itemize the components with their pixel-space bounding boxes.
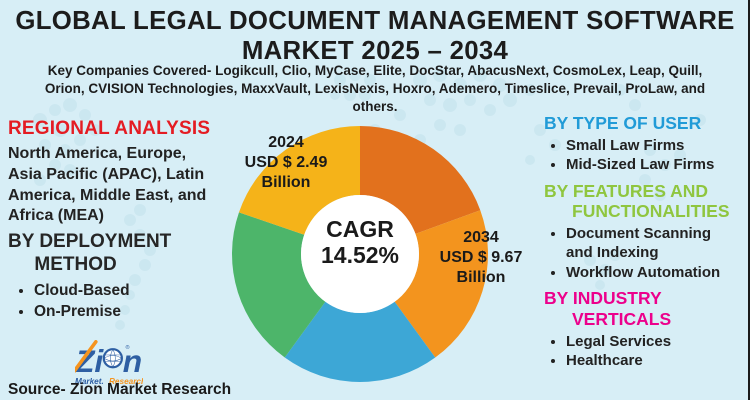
svg-text:®: ® (125, 344, 129, 351)
